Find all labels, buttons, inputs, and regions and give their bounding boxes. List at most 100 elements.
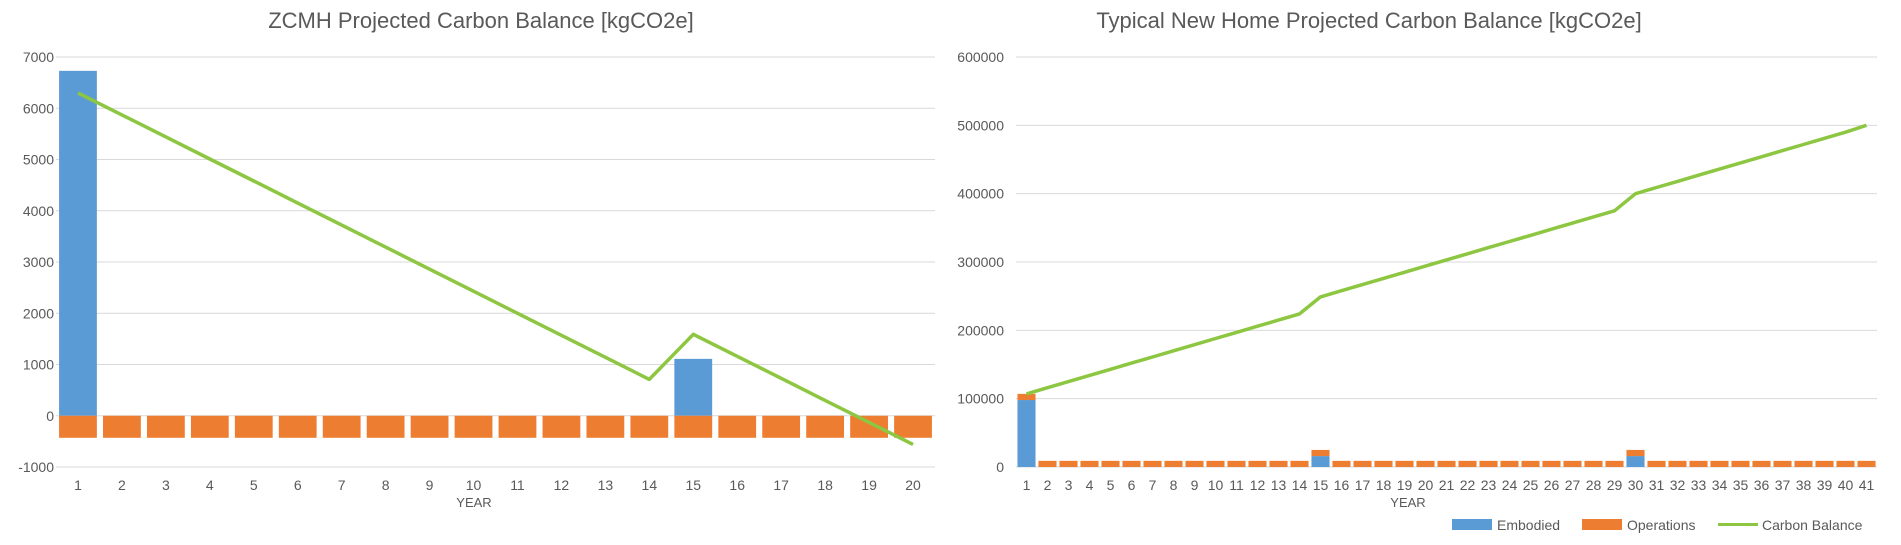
typical-home-y-tick-label: 500000	[957, 117, 1004, 133]
typical-home-operations-bar	[1164, 460, 1183, 467]
typical-home-x-tick-label: 5	[1107, 477, 1115, 493]
typical-home-x-tick-label: 26	[1544, 477, 1560, 493]
typical-home-operations-bar	[1311, 449, 1330, 457]
typical-home-operations-bar	[1605, 460, 1624, 467]
typical-home-operations-bar	[1017, 393, 1036, 401]
typical-home-operations-bar	[1542, 460, 1561, 467]
typical-home-x-tick-label: 22	[1460, 477, 1476, 493]
typical-home-operations-bar	[1374, 460, 1393, 467]
typical-home-operations-bar	[1479, 460, 1498, 467]
zcmh-x-tick-label: 7	[338, 477, 346, 493]
legend: Embodied Operations Carbon Balance	[1452, 517, 1863, 533]
typical-home-x-tick-label: 36	[1754, 477, 1770, 493]
typical-home-x-tick-label: 20	[1418, 477, 1434, 493]
typical-home-x-tick-label: 29	[1607, 477, 1623, 493]
typical-home-embodied-bar	[1626, 456, 1645, 467]
typical-home-gridlines	[1016, 56, 1877, 468]
zcmh-y-tick-label: 1000	[23, 357, 54, 373]
typical-home-x-axis-label: YEAR	[1390, 495, 1425, 510]
typical-home-x-tick-label: 25	[1523, 477, 1539, 493]
typical-home-x-tick-label: 40	[1838, 477, 1854, 493]
zcmh-x-tick-labels: 1 2 3 4 5 6 7 8 9 10 11 12 13 14 15 16 17 18 19 20	[74, 477, 921, 493]
zcmh-y-tick-label: 0	[46, 408, 54, 424]
zcmh-chart-title: ZCMH Projected Carbon Balance [kgCO2e]	[268, 8, 694, 33]
typical-home-x-tick-label: 23	[1481, 477, 1497, 493]
typical-home-operations-bar	[1521, 460, 1540, 467]
typical-home-operations-bar	[1731, 460, 1750, 467]
typical-home-operations-bar	[1584, 460, 1603, 467]
zcmh-operations-bar	[674, 415, 713, 438]
typical-home-operations-bar	[1647, 460, 1666, 467]
typical-home-operations-bar	[1836, 460, 1855, 467]
zcmh-operations-bar	[278, 415, 317, 438]
typical-home-x-tick-label: 3	[1065, 477, 1073, 493]
typical-home-x-tick-label: 10	[1208, 477, 1224, 493]
typical-home-x-tick-label: 28	[1586, 477, 1602, 493]
zcmh-operations-bar	[454, 415, 493, 438]
typical-home-x-tick-label: 18	[1376, 477, 1392, 493]
typical-home-x-tick-labels: 1 2 3 4 5 6 7 8 9 10 11 12 13 14 15 16 17 18 19 20 21 22 23 24 2…	[1023, 477, 1875, 493]
typical-home-x-tick-label: 31	[1649, 477, 1665, 493]
typical-home-embodied-bar	[1017, 400, 1036, 467]
typical-home-y-tick-label: 100000	[957, 391, 1004, 407]
zcmh-operations-bar	[410, 415, 449, 438]
typical-home-operations-bar	[1122, 460, 1141, 467]
zcmh-y-tick-label: -1000	[18, 459, 54, 475]
typical-home-operations-bar	[1710, 460, 1729, 467]
zcmh-x-tick-label: 4	[206, 477, 214, 493]
zcmh-operations-bar	[103, 415, 141, 438]
typical-home-operations-bar	[1206, 460, 1225, 467]
typical-home-operations-bar	[1752, 460, 1771, 467]
typical-home-x-tick-label: 19	[1397, 477, 1413, 493]
zcmh-x-tick-label: 10	[466, 477, 482, 493]
zcmh-operations-bar	[762, 415, 801, 438]
zcmh-x-tick-label: 6	[294, 477, 302, 493]
zcmh-operations-bar	[59, 415, 97, 438]
typical-home-x-tick-label: 33	[1691, 477, 1707, 493]
typical-home-operations-bar	[1101, 460, 1120, 467]
typical-home-operations-bar	[1500, 460, 1519, 467]
zcmh-x-tick-label: 20	[905, 477, 921, 493]
legend-operations-swatch	[1582, 519, 1622, 530]
zcmh-embodied-bar	[59, 70, 97, 416]
typical-home-x-tick-label: 16	[1334, 477, 1350, 493]
zcmh-operations-bar	[718, 415, 757, 438]
typical-home-operations-bar	[1773, 460, 1792, 467]
zcmh-operations-bar	[366, 415, 405, 438]
zcmh-x-tick-label: 15	[685, 477, 701, 493]
zcmh-y-tick-label: 3000	[23, 254, 54, 270]
zcmh-operations-bar	[850, 415, 888, 438]
typical-home-operations-bar	[1080, 460, 1099, 467]
typical-home-operations-bar	[1794, 460, 1813, 467]
typical-home-operations-bar	[1689, 460, 1708, 467]
typical-home-operations-bar	[1815, 460, 1834, 467]
typical-home-operations-bar	[1563, 460, 1582, 467]
typical-home-x-tick-label: 24	[1502, 477, 1518, 493]
zcmh-y-tick-label: 6000	[23, 100, 54, 116]
typical-home-x-tick-label: 6	[1128, 477, 1136, 493]
zcmh-operations-bar	[806, 415, 845, 438]
zcmh-carbon-balance-polyline	[77, 91, 914, 446]
zcmh-bars	[59, 70, 932, 438]
typical-home-operations-bar	[1269, 460, 1288, 467]
legend-embodied-label: Embodied	[1497, 517, 1560, 533]
zcmh-x-tick-label: 14	[642, 477, 658, 493]
typical-home-chart: Typical New Home Projected Carbon Balanc…	[957, 8, 1877, 533]
typical-home-x-tick-label: 8	[1170, 477, 1178, 493]
zcmh-x-tick-label: 3	[162, 477, 170, 493]
zcmh-x-tick-label: 17	[773, 477, 789, 493]
zcmh-operations-bar	[542, 415, 581, 438]
zcmh-operations-bar	[630, 415, 669, 438]
typical-home-x-tick-label: 1	[1023, 477, 1031, 493]
typical-home-x-tick-label: 34	[1712, 477, 1728, 493]
typical-home-x-tick-label: 35	[1733, 477, 1749, 493]
zcmh-operations-bar	[586, 415, 625, 438]
zcmh-y-tick-label: 7000	[23, 49, 54, 65]
typical-home-embodied-bar	[1311, 456, 1330, 467]
typical-home-x-tick-label: 2	[1044, 477, 1052, 493]
zcmh-operations-bar	[146, 415, 185, 438]
typical-home-operations-bar	[1332, 460, 1351, 467]
zcmh-x-axis-label: YEAR	[456, 495, 491, 510]
typical-home-operations-bar	[1038, 460, 1057, 467]
